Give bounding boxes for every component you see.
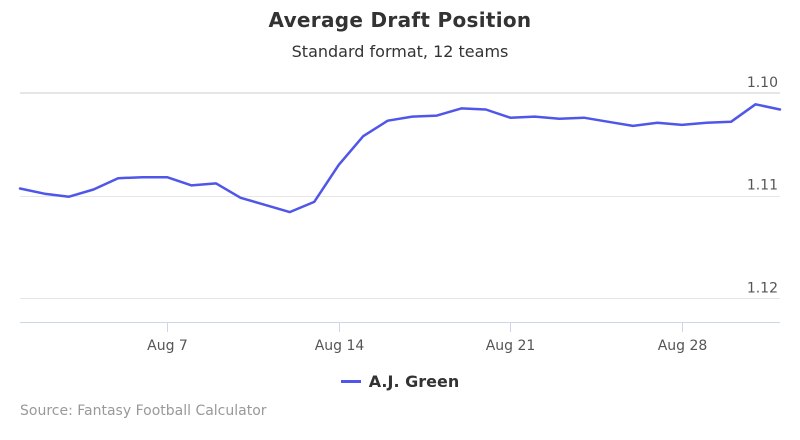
data-point[interactable] xyxy=(286,208,294,216)
chart-subtitle: Standard format, 12 teams xyxy=(291,42,509,61)
data-point[interactable] xyxy=(163,173,171,181)
data-point[interactable] xyxy=(237,194,245,202)
series-line-aj-green[interactable] xyxy=(18,103,782,214)
legend-label: A.J. Green xyxy=(368,372,460,391)
chart-title: Average Draft Position xyxy=(268,8,532,32)
legend-line-swatch xyxy=(340,380,361,383)
data-point[interactable] xyxy=(359,132,367,140)
data-point[interactable] xyxy=(384,117,392,125)
data-point[interactable] xyxy=(457,104,465,112)
data-point[interactable] xyxy=(16,185,24,193)
data-point[interactable] xyxy=(188,181,196,189)
credits-source[interactable]: Source: Fantasy Football Calculator xyxy=(20,403,267,419)
data-point[interactable] xyxy=(482,106,490,114)
data-point[interactable] xyxy=(555,115,563,123)
data-point[interactable] xyxy=(752,100,760,108)
data-point[interactable] xyxy=(212,179,220,187)
data-point[interactable] xyxy=(703,119,711,127)
data-point[interactable] xyxy=(139,173,147,181)
data-point[interactable] xyxy=(41,190,49,198)
y-tick-label: 1.11 xyxy=(747,178,778,194)
data-point[interactable] xyxy=(776,106,784,114)
y-axis-labels: 1.10 1.11 1.12 xyxy=(747,75,778,296)
data-point[interactable] xyxy=(261,201,269,209)
gridlines xyxy=(20,92,780,299)
y-tick-label: 1.12 xyxy=(747,280,778,296)
data-point[interactable] xyxy=(604,118,612,126)
x-tick-label: Aug 21 xyxy=(486,338,536,354)
data-point[interactable] xyxy=(90,186,98,194)
data-point[interactable] xyxy=(310,198,318,206)
data-point[interactable] xyxy=(433,112,441,120)
data-point[interactable] xyxy=(65,193,73,201)
data-point[interactable] xyxy=(629,122,637,130)
x-axis-ticks: Aug 7 Aug 14 Aug 21 Aug 28 xyxy=(147,322,707,354)
data-point[interactable] xyxy=(653,119,661,127)
data-point[interactable] xyxy=(114,174,122,182)
line-chart-plot: Aug 7 Aug 14 Aug 21 Aug 28 1.10 1.11 1.12 xyxy=(16,75,784,354)
x-tick-label: Aug 14 xyxy=(315,338,365,354)
data-point[interactable] xyxy=(531,113,539,121)
data-point[interactable] xyxy=(678,121,686,129)
data-point[interactable] xyxy=(506,114,514,122)
legend-item-aj-green[interactable]: A.J. Green xyxy=(340,372,460,391)
x-tick-label: Aug 7 xyxy=(147,338,188,354)
data-point[interactable] xyxy=(580,114,588,122)
legend: A.J. Green xyxy=(0,368,800,391)
data-point[interactable] xyxy=(335,161,343,169)
data-point[interactable] xyxy=(408,113,416,121)
data-point[interactable] xyxy=(727,118,735,126)
x-tick-label: Aug 28 xyxy=(658,338,708,354)
y-tick-label: 1.10 xyxy=(747,75,778,91)
